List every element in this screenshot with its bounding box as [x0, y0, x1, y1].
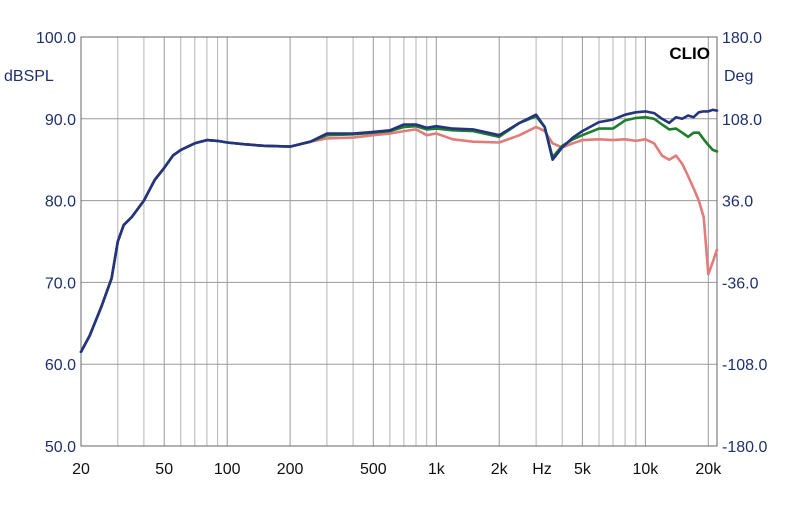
x-tick-label: 10k — [633, 461, 660, 478]
y-left-axis-label: dBSPL — [4, 68, 54, 85]
brand-label: CLIO — [669, 44, 710, 63]
x-tick-label: 20k — [695, 461, 722, 478]
x-tick-label: 2k — [491, 461, 509, 478]
plot-frame — [80, 36, 718, 447]
y-left-tick-label: 70.0 — [45, 275, 76, 292]
y-right-tick-label: -108.0 — [722, 357, 767, 374]
series-group — [79, 108, 719, 354]
x-tick-label: 100 — [214, 461, 241, 478]
y-left-tick-label: 60.0 — [45, 357, 76, 374]
x-tick-label: 5k — [574, 461, 592, 478]
x-tick-label: 200 — [277, 461, 304, 478]
y-left-tick-label: 90.0 — [45, 112, 76, 129]
x-axis-label: Hz — [532, 461, 552, 478]
y-left-tick-label: 50.0 — [45, 439, 76, 456]
y-right-tick-labels: 180.0 108.0 36.0 -36.0 -108.0 -180.0 — [722, 30, 767, 456]
y-left-tick-label: 80.0 — [45, 194, 76, 211]
y-right-tick-label: 36.0 — [722, 194, 753, 211]
y-right-tick-label: -36.0 — [722, 275, 759, 292]
y-right-tick-label: -180.0 — [722, 439, 767, 456]
x-tick-label: 1k — [428, 461, 446, 478]
y-left-tick-label: 100.0 — [36, 30, 76, 47]
x-tick-labels: 20 50 100 200 500 1k 2k 5k 10k 20k — [72, 461, 722, 478]
x-tick-label: 500 — [360, 461, 387, 478]
y-left-tick-labels: 100.0 90.0 80.0 70.0 60.0 50.0 — [36, 30, 76, 456]
series-line-3 — [79, 108, 719, 354]
x-tick-label: 50 — [155, 461, 173, 478]
y-right-tick-label: 180.0 — [722, 30, 762, 47]
x-tick-label: 20 — [72, 461, 90, 478]
y-right-tick-label: 108.0 — [722, 112, 762, 129]
y-right-axis-label: Deg — [724, 68, 753, 85]
